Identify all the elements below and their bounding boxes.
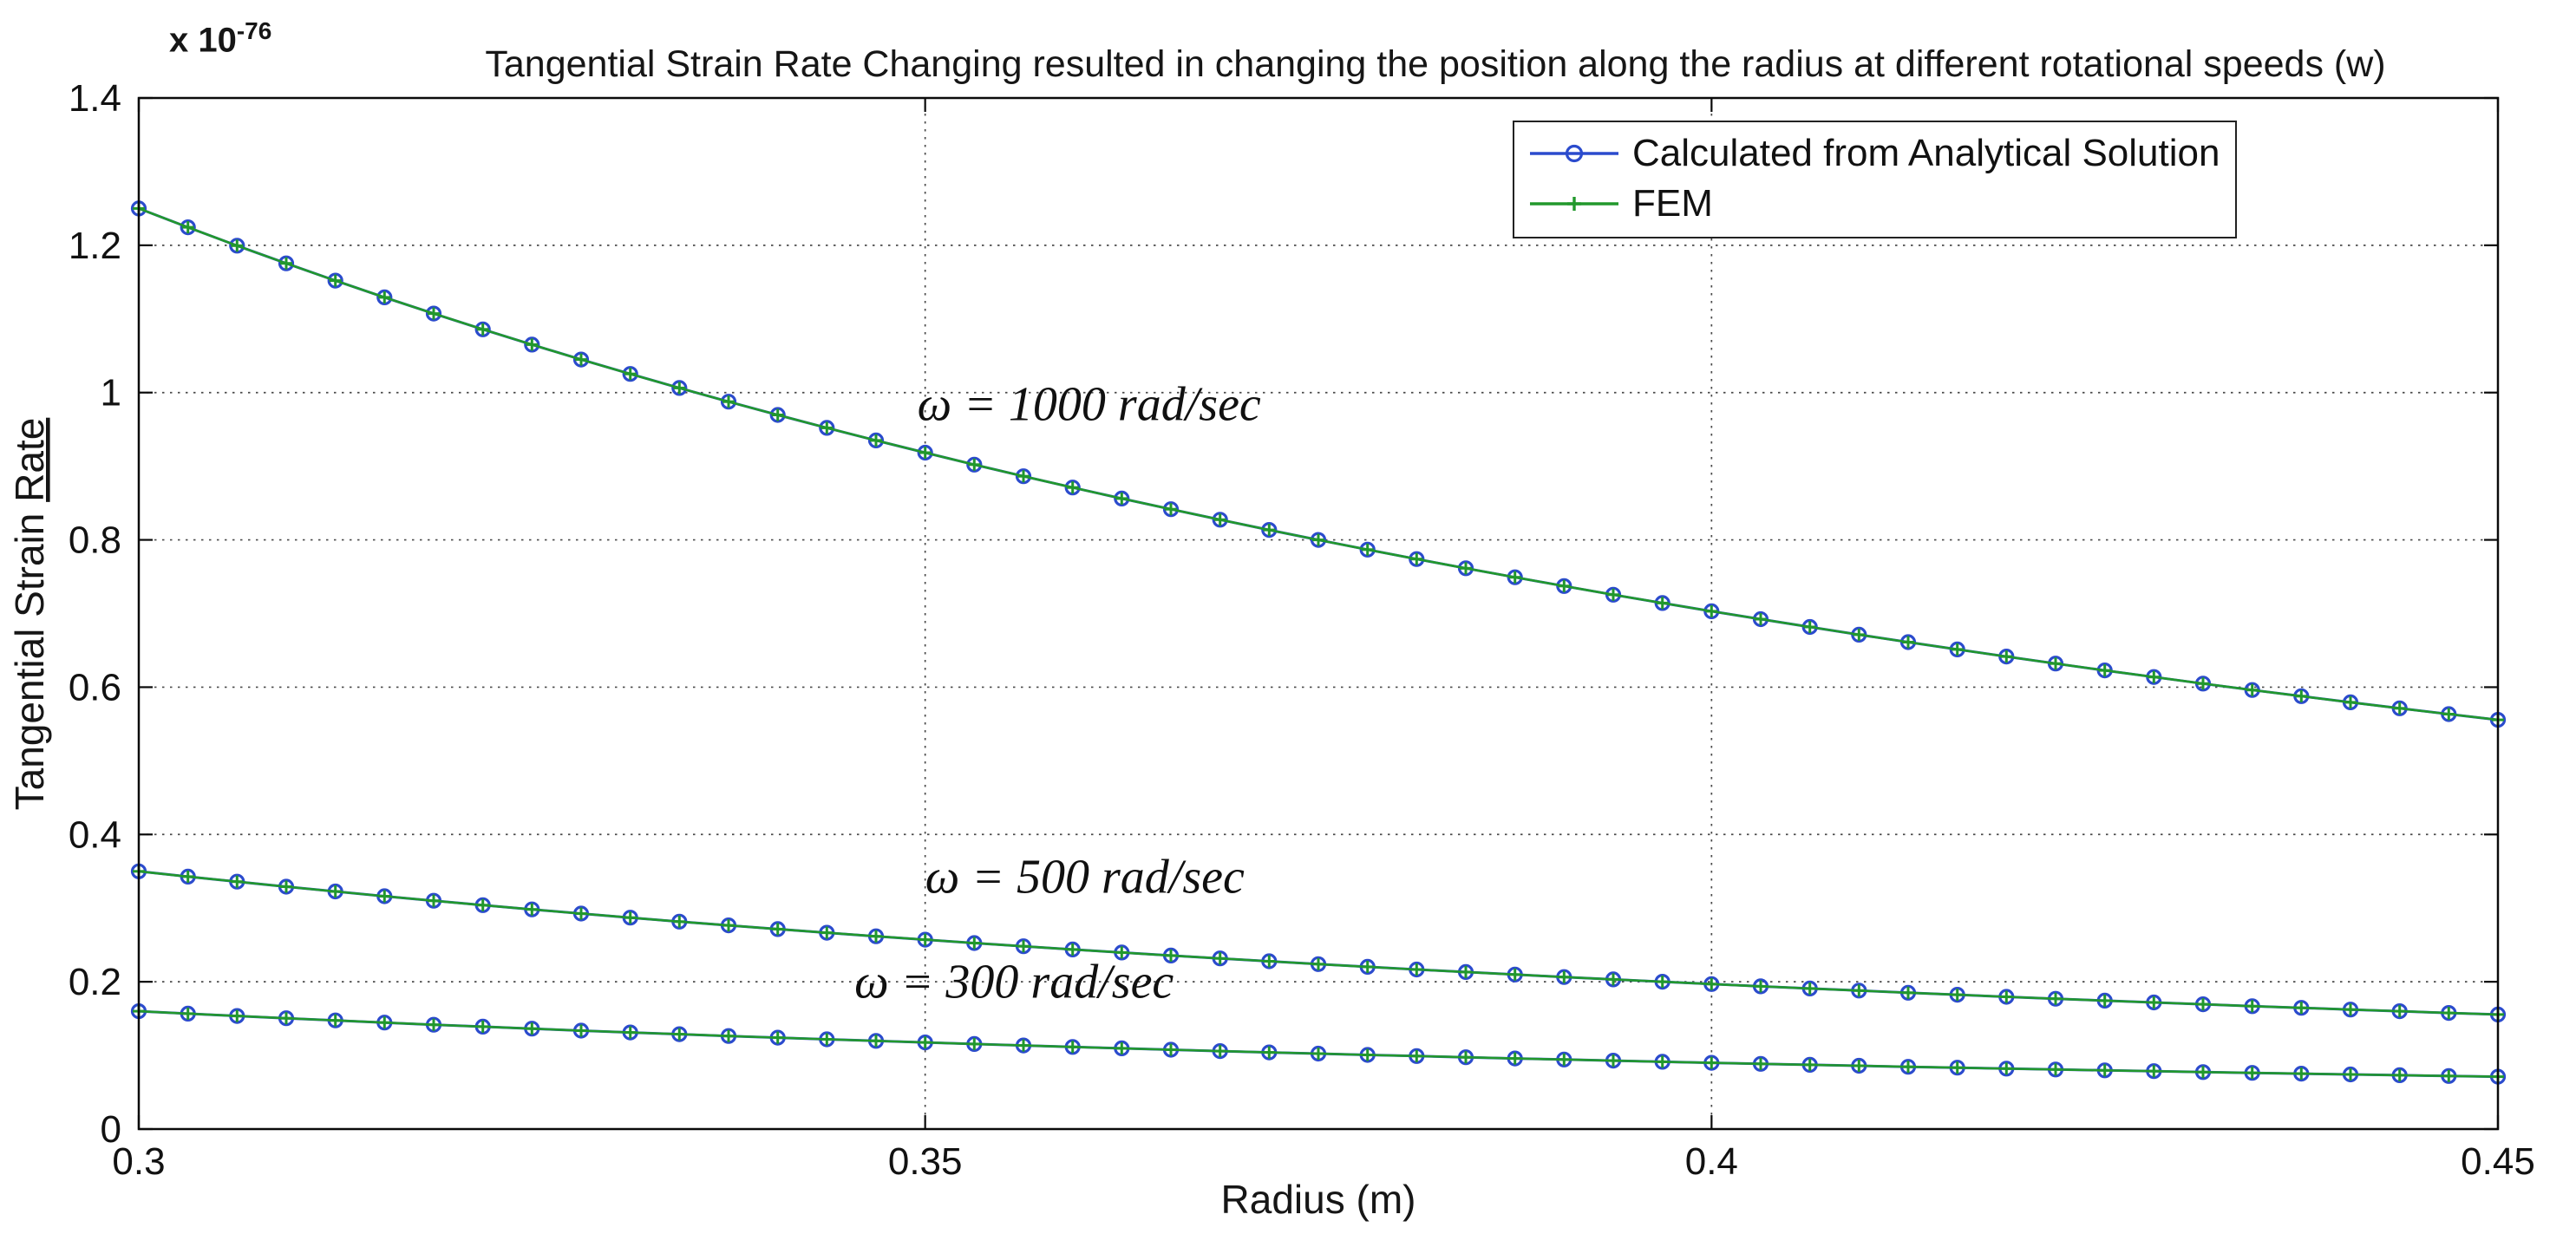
x-tick-label: 0.4 (1685, 1140, 1738, 1183)
marker-circle (180, 219, 196, 236)
y-tick-label: 0.4 (69, 813, 121, 856)
marker-circle (524, 336, 540, 353)
y-axis-exponent-label: x 10-76 (169, 17, 271, 60)
marker-circle (671, 380, 688, 396)
marker-circle (1114, 490, 1130, 507)
marker-circle (917, 444, 933, 461)
marker-circle (819, 420, 835, 436)
marker-circle (1162, 501, 1180, 518)
marker-circle (425, 305, 442, 322)
y-tick-label: 0.6 (69, 666, 121, 708)
annotation-omega: ω = 1000 rad/sec (918, 378, 1261, 432)
annotation-omega: ω = 500 rad/sec (925, 851, 1245, 904)
x-tick-label: 0.35 (888, 1140, 963, 1183)
y-exponent-power: -76 (236, 17, 272, 44)
marker-circle (1015, 468, 1032, 485)
legend-marker-fem-icon (1530, 197, 1618, 211)
marker-circle (1261, 521, 1278, 539)
marker-circle (720, 394, 737, 410)
legend: Calculated from Analytical Solution FEM (1513, 121, 2238, 238)
marker-circle (327, 272, 343, 289)
marker-circle (966, 456, 983, 473)
marker-circle (1457, 560, 1474, 577)
marker-circle (474, 321, 491, 337)
series-line-fem (138, 207, 2499, 721)
marker-circle (1310, 532, 1327, 548)
marker-circle (229, 238, 245, 254)
legend-label-fem: FEM (1632, 182, 1713, 225)
x-axis-label: Radius (m) (1220, 1177, 1416, 1222)
legend-marker-analytical-icon (1530, 144, 1618, 163)
y-axis-label-underlined: Rate (7, 418, 52, 502)
marker-circle (278, 255, 295, 271)
y-tick-label: 1 (101, 372, 121, 415)
y-tick-label: 0.2 (69, 961, 121, 1003)
marker-circle (1507, 569, 1523, 585)
y-axis-label: Tangential Strain Rate (7, 418, 52, 811)
chart-title: Tangential Strain Rate Changing resulted… (485, 43, 2386, 85)
legend-entry-fem: FEM (1527, 180, 2220, 228)
y-tick-label: 0.8 (69, 519, 121, 562)
series-line-analytical (138, 206, 2499, 721)
marker-circle (572, 351, 590, 368)
x-tick-label: 0.45 (2461, 1140, 2535, 1183)
y-tick-label: 1.2 (69, 225, 121, 267)
series-line-analytical (138, 870, 2499, 1016)
series-line-fem (138, 1009, 2499, 1078)
marker-circle (1359, 541, 1376, 558)
marker-circle (1212, 512, 1228, 528)
x-tick-label: 0.3 (112, 1140, 165, 1183)
marker-circle (867, 432, 885, 448)
plot-box (137, 96, 2500, 1131)
marker-circle (1556, 578, 1572, 594)
marker-circle (1409, 551, 1425, 567)
series-line-fem (138, 870, 2499, 1016)
annotation-omega: ω = 300 rad/sec (854, 955, 1174, 1009)
legend-entry-analytical: Calculated from Analytical Solution (1527, 129, 2220, 178)
marker-circle (769, 407, 786, 423)
y-tick-label: 1.4 (69, 77, 121, 120)
marker-circle (1064, 480, 1081, 496)
y-axis-label-text: Tangential Strain (7, 502, 52, 810)
y-exponent-base: x 10 (169, 21, 237, 60)
series-line-analytical (138, 1009, 2499, 1079)
marker-circle (376, 289, 393, 305)
legend-label-analytical: Calculated from Analytical Solution (1632, 132, 2220, 174)
y-tick-label: 0 (101, 1108, 121, 1151)
marker-circle (622, 366, 638, 382)
